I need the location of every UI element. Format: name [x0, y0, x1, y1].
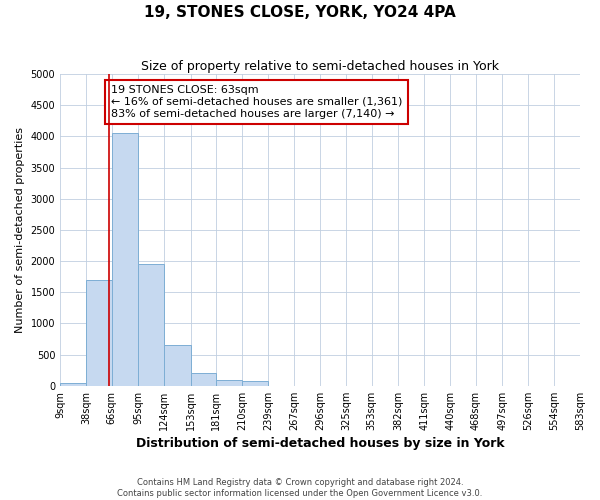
- Bar: [112, 134, 138, 386]
- Text: Contains HM Land Registry data © Crown copyright and database right 2024.
Contai: Contains HM Land Registry data © Crown c…: [118, 478, 482, 498]
- Bar: [86, 280, 112, 386]
- Title: Size of property relative to semi-detached houses in York: Size of property relative to semi-detach…: [141, 60, 499, 73]
- Bar: [216, 380, 242, 386]
- Bar: [138, 264, 164, 386]
- Bar: [164, 346, 191, 386]
- X-axis label: Distribution of semi-detached houses by size in York: Distribution of semi-detached houses by …: [136, 437, 505, 450]
- Bar: [60, 382, 86, 386]
- Bar: [242, 381, 268, 386]
- Y-axis label: Number of semi-detached properties: Number of semi-detached properties: [15, 127, 25, 333]
- Text: 19, STONES CLOSE, YORK, YO24 4PA: 19, STONES CLOSE, YORK, YO24 4PA: [144, 5, 456, 20]
- Bar: [191, 374, 216, 386]
- Text: 19 STONES CLOSE: 63sqm
← 16% of semi-detached houses are smaller (1,361)
83% of : 19 STONES CLOSE: 63sqm ← 16% of semi-det…: [111, 86, 402, 118]
